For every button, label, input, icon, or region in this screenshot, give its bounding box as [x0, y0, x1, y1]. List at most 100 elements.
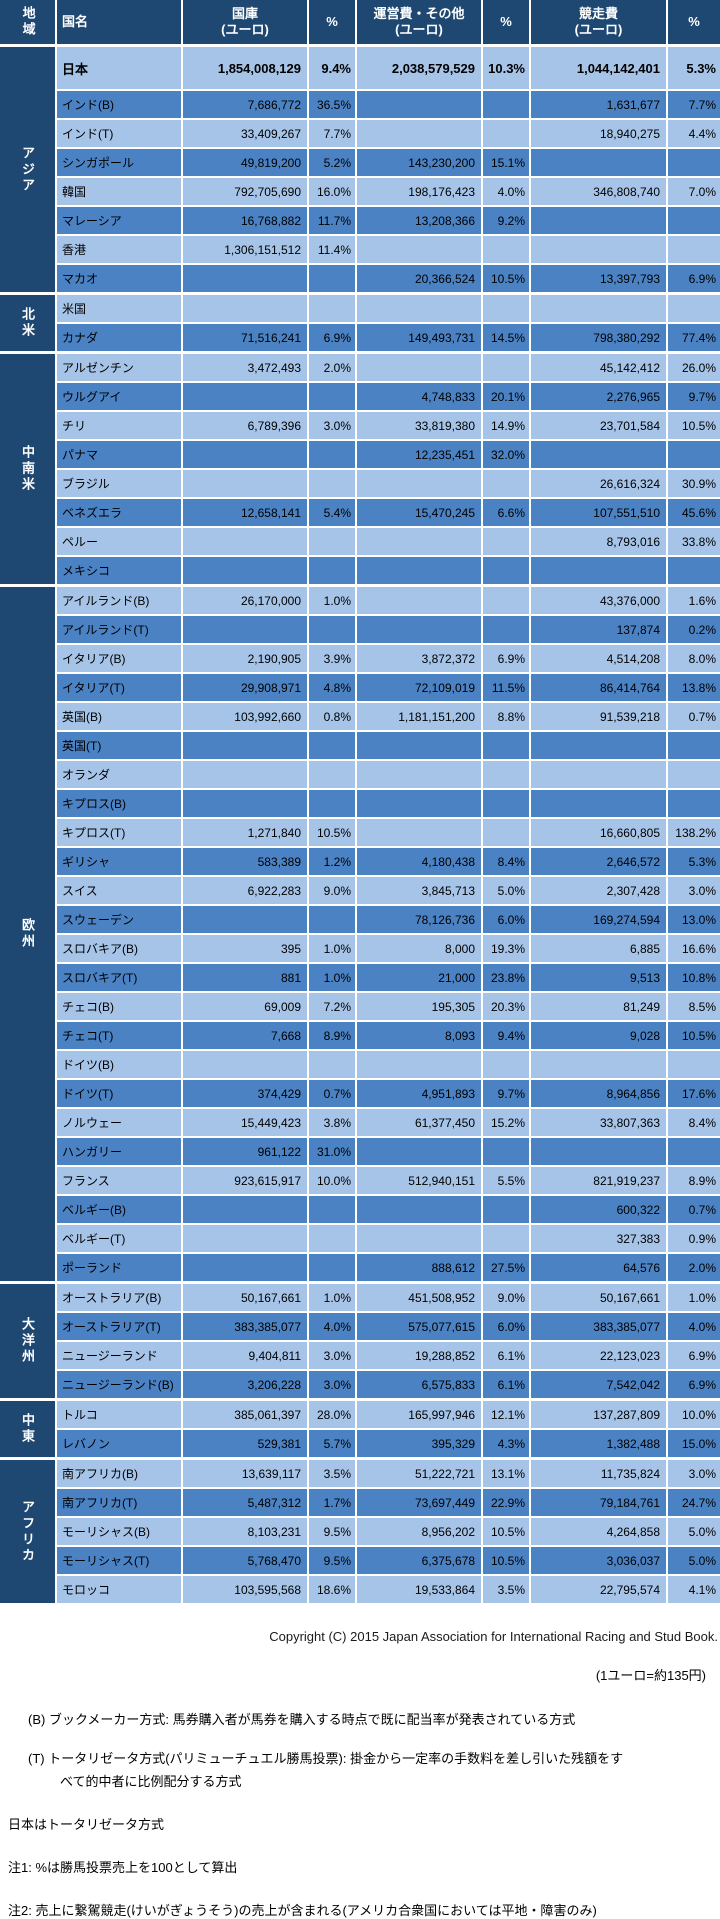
country-cell: 日本 [57, 47, 181, 89]
country-cell: 韓国 [57, 178, 181, 205]
operating-pct: 12.1% [483, 1401, 529, 1428]
racing-value: 327,383 [531, 1225, 666, 1252]
treasury-value: 33,409,267 [183, 120, 307, 147]
racing-value: 8,964,856 [531, 1080, 666, 1107]
country-cell: 香港 [57, 236, 181, 263]
country-cell: ペルー [57, 528, 181, 555]
operating-pct: 8.4% [483, 848, 529, 875]
table-header-row: 地域 国名 国庫 (ユーロ) % 運営費・その他 (ユーロ) % 競走費 (ユー… [0, 0, 720, 44]
treasury-value [183, 732, 307, 759]
treasury-pct: 10.5% [309, 819, 355, 846]
treasury-pct: 31.0% [309, 1138, 355, 1165]
country-cell: マレーシア [57, 207, 181, 234]
region-group: 中南米 アルゼンチン 3,472,493 2.0% 45,142,412 26.0% ウルグ… [0, 354, 720, 584]
operating-value [357, 587, 481, 614]
table-row: ペルー 8,793,016 33.8% [57, 528, 720, 555]
table-row: ブラジル 26,616,324 30.9% [57, 470, 720, 497]
operating-value [357, 761, 481, 788]
operating-value [357, 1196, 481, 1223]
country-cell: トルコ [57, 1401, 181, 1428]
treasury-pct [309, 1196, 355, 1223]
operating-value: 149,493,731 [357, 324, 481, 351]
treasury-pct: 5.7% [309, 1430, 355, 1457]
operating-value: 4,951,893 [357, 1080, 481, 1107]
table-row: アイルランド(T) 137,874 0.2% [57, 616, 720, 643]
operating-pct: 6.1% [483, 1371, 529, 1398]
racing-pct: 10.5% [668, 1022, 720, 1049]
country-cell: 英国(B) [57, 703, 181, 730]
treasury-value [183, 383, 307, 410]
operating-pct: 20.1% [483, 383, 529, 410]
table-row: ハンガリー 961,122 31.0% [57, 1138, 720, 1165]
racing-value: 2,307,428 [531, 877, 666, 904]
operating-value: 8,956,202 [357, 1518, 481, 1545]
treasury-pct [309, 557, 355, 584]
operating-value [357, 295, 481, 322]
table-row: ドイツ(B) [57, 1051, 720, 1078]
treasury-pct: 3.0% [309, 1371, 355, 1398]
treasury-pct: 7.2% [309, 993, 355, 1020]
region-group: 北米 米国 カナダ 71,516,241 6.9% 149,493,731 14.5% 798… [0, 295, 720, 351]
country-cell: インド(T) [57, 120, 181, 147]
racing-value: 79,184,761 [531, 1489, 666, 1516]
treasury-value [183, 441, 307, 468]
country-cell: メキシコ [57, 557, 181, 584]
operating-pct [483, 1225, 529, 1252]
racing-pct: 0.7% [668, 703, 720, 730]
operating-pct: 6.0% [483, 906, 529, 933]
racing-value [531, 1138, 666, 1165]
racing-value: 383,385,077 [531, 1313, 666, 1340]
racing-pct: 6.9% [668, 1371, 720, 1398]
treasury-value: 374,429 [183, 1080, 307, 1107]
operating-value: 61,377,450 [357, 1109, 481, 1136]
treasury-pct: 28.0% [309, 1401, 355, 1428]
racing-pct: 4.4% [668, 120, 720, 147]
region-cell: アフリカ [0, 1460, 55, 1603]
racing-pct: 10.5% [668, 412, 720, 439]
treasury-value: 9,404,811 [183, 1342, 307, 1369]
region-cell: 北米 [0, 295, 55, 351]
racing-value: 4,514,208 [531, 645, 666, 672]
treasury-value [183, 1196, 307, 1223]
country-cell: ベルギー(T) [57, 1225, 181, 1252]
treasury-value [183, 906, 307, 933]
region-label: 中東 [20, 1413, 35, 1445]
country-cell: 英国(T) [57, 732, 181, 759]
footnote-2: 注2: 売上に繋駕競走(けいがぎょうそう)の売上が含まれる(アメリカ合衆国におい… [8, 1902, 597, 1918]
treasury-value: 71,516,241 [183, 324, 307, 351]
racing-value [531, 149, 666, 176]
operating-pct: 5.0% [483, 877, 529, 904]
racing-value: 1,631,677 [531, 91, 666, 118]
racing-pct: 5.0% [668, 1547, 720, 1574]
racing-value: 2,646,572 [531, 848, 666, 875]
racing-pct: 6.9% [668, 265, 720, 292]
table-row: オランダ [57, 761, 720, 788]
racing-value: 26,616,324 [531, 470, 666, 497]
country-cell: イタリア(B) [57, 645, 181, 672]
racing-value: 22,123,023 [531, 1342, 666, 1369]
treasury-value: 8,103,231 [183, 1518, 307, 1545]
header-operating: 運営費・その他 (ユーロ) [357, 0, 481, 44]
racing-value: 23,701,584 [531, 412, 666, 439]
table-row: ベネズエラ 12,658,141 5.4% 15,470,245 6.6% 107,551… [57, 499, 720, 526]
country-cell: ウルグアイ [57, 383, 181, 410]
operating-pct [483, 1138, 529, 1165]
racing-value: 45,142,412 [531, 354, 666, 381]
operating-pct: 22.9% [483, 1489, 529, 1516]
racing-value [531, 236, 666, 263]
operating-pct [483, 1051, 529, 1078]
table-row: アイルランド(B) 26,170,000 1.0% 43,376,000 1.6% [57, 587, 720, 614]
region-rows: 南アフリカ(B) 13,639,117 3.5% 51,222,721 13.1% 11,… [57, 1460, 720, 1603]
racing-pct: 5.3% [668, 47, 720, 89]
operating-pct [483, 295, 529, 322]
operating-value: 195,305 [357, 993, 481, 1020]
operating-value: 451,508,952 [357, 1284, 481, 1311]
treasury-value: 103,992,660 [183, 703, 307, 730]
operating-value [357, 1051, 481, 1078]
operating-pct [483, 732, 529, 759]
region-label: アジア [20, 145, 35, 194]
racing-pct: 138.2% [668, 819, 720, 846]
operating-pct: 14.9% [483, 412, 529, 439]
racing-pct: 15.0% [668, 1430, 720, 1457]
operating-value: 198,176,423 [357, 178, 481, 205]
